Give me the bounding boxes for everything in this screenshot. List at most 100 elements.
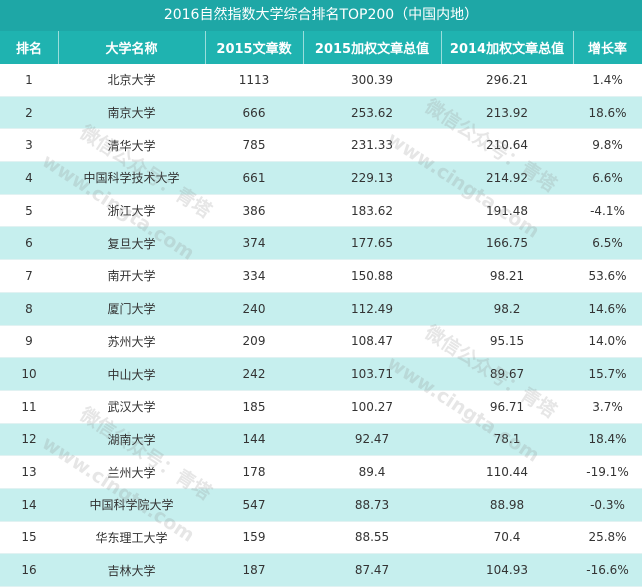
rank-cell: 4 [0, 162, 58, 195]
weighted-2014-cell: 96.71 [441, 391, 573, 424]
table-row: 16 吉林大学 187 87.47 104.93 -16.6% [0, 554, 642, 587]
articles-2015-cell: 209 [205, 326, 303, 359]
rank-cell: 5 [0, 195, 58, 228]
weighted-2015-cell: 300.39 [303, 64, 441, 97]
weighted-2014-cell: 95.15 [441, 326, 573, 359]
header-weighted-2014: 2014加权文章总值 [449, 42, 565, 57]
table-row: 11 武汉大学 185 100.27 96.71 3.7% [0, 390, 642, 424]
growth-rate-cell: 25.8% [573, 522, 642, 555]
growth-rate-cell: 6.6% [573, 162, 642, 195]
growth-rate-cell: 15.7% [573, 358, 642, 391]
table-row: 15 华东理工大学 159 88.55 70.4 25.8% [0, 521, 642, 555]
weighted-2014-cell: 214.92 [441, 162, 573, 195]
table-row: 9 苏州大学 209 108.47 95.15 14.0% [0, 325, 642, 359]
table-header-row: 排名 大学名称 2015文章数 2015加权文章总值 2014加权文章总值 增长… [0, 31, 642, 64]
articles-2015-cell: 187 [205, 554, 303, 587]
rank-cell: 8 [0, 293, 58, 326]
university-name-cell: 南京大学 [58, 97, 205, 130]
weighted-2014-cell: 296.21 [441, 64, 573, 97]
university-name-cell: 北京大学 [58, 64, 205, 97]
weighted-2015-cell: 183.62 [303, 195, 441, 228]
growth-rate-cell: -4.1% [573, 195, 642, 228]
articles-2015-cell: 785 [205, 129, 303, 163]
university-name-cell: 中国科学技术大学 [58, 162, 205, 195]
table-row: 12 湖南大学 144 92.47 78.1 18.4% [0, 423, 642, 457]
weighted-2014-cell: 213.92 [441, 97, 573, 130]
weighted-2014-cell: 78.1 [441, 424, 573, 457]
weighted-2014-cell: 70.4 [441, 522, 573, 555]
rank-cell: 13 [0, 456, 58, 489]
growth-rate-cell: 14.0% [573, 326, 642, 359]
rank-cell: 6 [0, 227, 58, 261]
university-name-cell: 中山大学 [58, 358, 205, 391]
weighted-2015-cell: 108.47 [303, 326, 441, 359]
university-name-cell: 中国科学院大学 [58, 489, 205, 522]
table-row: 10 中山大学 242 103.71 89.67 15.7% [0, 358, 642, 391]
university-name-cell: 华东理工大学 [58, 522, 205, 555]
articles-2015-cell: 185 [205, 391, 303, 424]
table-row: 13 兰州大学 178 89.4 110.44 -19.1% [0, 456, 642, 489]
weighted-2014-cell: 191.48 [441, 195, 573, 228]
rank-cell: 15 [0, 522, 58, 555]
table-row: 5 浙江大学 386 183.62 191.48 -4.1% [0, 194, 642, 228]
table-row: 8 厦门大学 240 112.49 98.2 14.6% [0, 292, 642, 326]
weighted-2015-cell: 92.47 [303, 424, 441, 457]
table-body: 1 北京大学 1113 300.39 296.21 1.4% 2 南京大学 666 253.62 2… [0, 64, 642, 587]
table-row: 1 北京大学 1113 300.39 296.21 1.4% [0, 64, 642, 97]
growth-rate-cell: 18.4% [573, 424, 642, 457]
articles-2015-cell: 242 [205, 358, 303, 391]
articles-2015-cell: 386 [205, 195, 303, 228]
growth-rate-cell: 9.8% [573, 129, 642, 163]
articles-2015-cell: 334 [205, 260, 303, 293]
university-name-cell: 复旦大学 [58, 227, 205, 261]
articles-2015-cell: 374 [205, 227, 303, 261]
university-name-cell: 吉林大学 [58, 554, 205, 587]
weighted-2015-cell: 253.62 [303, 97, 441, 130]
growth-rate-cell: 3.7% [573, 391, 642, 424]
university-name-cell: 厦门大学 [58, 293, 205, 326]
growth-rate-cell: 53.6% [573, 260, 642, 293]
rank-cell: 9 [0, 326, 58, 359]
table-row: 6 复旦大学 374 177.65 166.75 6.5% [0, 227, 642, 261]
rank-cell: 14 [0, 489, 58, 522]
rank-cell: 11 [0, 391, 58, 424]
weighted-2015-cell: 100.27 [303, 391, 441, 424]
university-name-cell: 浙江大学 [58, 195, 205, 228]
rank-cell: 10 [0, 358, 58, 391]
weighted-2015-cell: 88.55 [303, 522, 441, 555]
weighted-2015-cell: 150.88 [303, 260, 441, 293]
growth-rate-cell: 6.5% [573, 227, 642, 261]
rank-cell: 3 [0, 129, 58, 163]
weighted-2014-cell: 210.64 [441, 129, 573, 163]
university-name-cell: 苏州大学 [58, 326, 205, 359]
articles-2015-cell: 144 [205, 424, 303, 457]
articles-2015-cell: 1113 [205, 64, 303, 97]
articles-2015-cell: 159 [205, 522, 303, 555]
weighted-2014-cell: 104.93 [441, 554, 573, 587]
table-row: 14 中国科学院大学 547 88.73 88.98 -0.3% [0, 488, 642, 522]
header-growth: 增长率 [587, 42, 627, 57]
rank-cell: 7 [0, 260, 58, 293]
weighted-2014-cell: 88.98 [441, 489, 573, 522]
table-row: 7 南开大学 334 150.88 98.21 53.6% [0, 260, 642, 293]
articles-2015-cell: 547 [205, 489, 303, 522]
weighted-2015-cell: 112.49 [303, 293, 441, 326]
header-articles-2015: 2015文章数 [216, 42, 292, 57]
university-name-cell: 武汉大学 [58, 391, 205, 424]
table-row: 4 中国科学技术大学 661 229.13 214.92 6.6% [0, 162, 642, 195]
table-title: 2016自然指数大学综合排名TOP200（中国内地） [0, 0, 642, 31]
growth-rate-cell: -19.1% [573, 456, 642, 489]
table-row: 2 南京大学 666 253.62 213.92 18.6% [0, 96, 642, 130]
weighted-2015-cell: 229.13 [303, 162, 441, 195]
weighted-2015-cell: 88.73 [303, 489, 441, 522]
weighted-2014-cell: 98.21 [441, 260, 573, 293]
university-name-cell: 湖南大学 [58, 424, 205, 457]
growth-rate-cell: -16.6% [573, 554, 642, 587]
articles-2015-cell: 178 [205, 456, 303, 489]
rank-cell: 12 [0, 424, 58, 457]
articles-2015-cell: 661 [205, 162, 303, 195]
weighted-2015-cell: 89.4 [303, 456, 441, 489]
header-university: 大学名称 [105, 42, 158, 57]
university-name-cell: 兰州大学 [58, 456, 205, 489]
